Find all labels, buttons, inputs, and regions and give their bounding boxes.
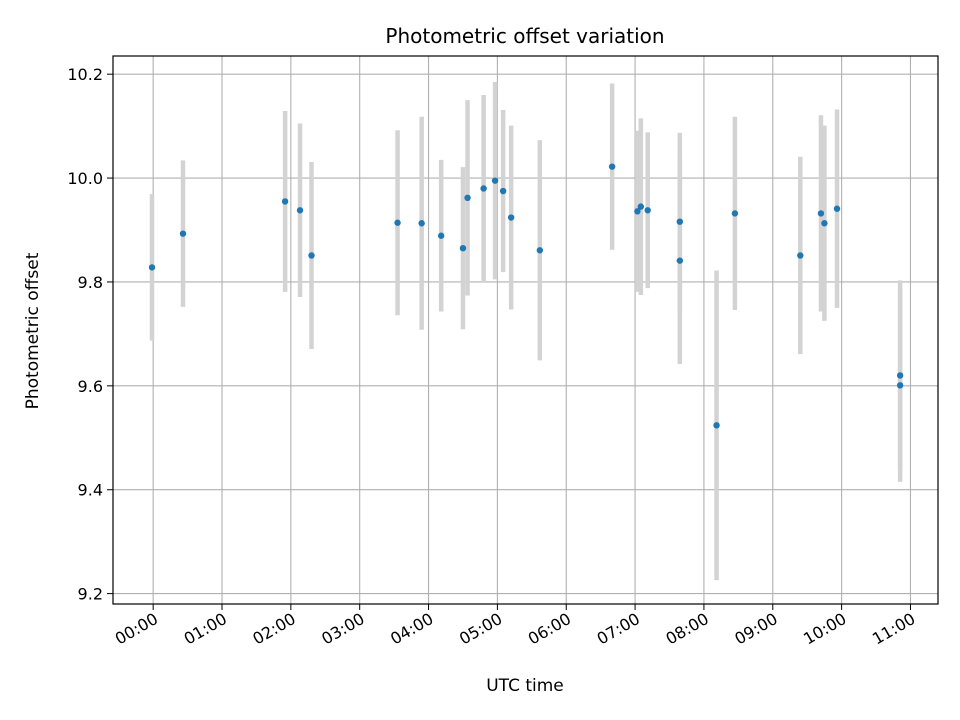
- data-point: [499, 187, 507, 195]
- data-point: [608, 163, 616, 170]
- y-tick-label: 10.2: [67, 65, 103, 84]
- data-point: [731, 210, 739, 217]
- data-point: [437, 232, 445, 239]
- plot-frame: [112, 55, 939, 605]
- data-point: [308, 252, 315, 259]
- data-point: [797, 252, 804, 259]
- data-point: [713, 422, 720, 429]
- data-point: [418, 220, 425, 227]
- data-point: [821, 220, 828, 227]
- data-point: [464, 194, 471, 202]
- data-point: [148, 264, 156, 271]
- y-tick-label: 9.4: [78, 481, 103, 500]
- y-tick-label: 9.6: [78, 377, 103, 396]
- data-point: [817, 210, 825, 217]
- data-point: [179, 230, 187, 237]
- data-point: [491, 177, 499, 184]
- data-point: [644, 207, 651, 214]
- data-point: [896, 382, 904, 389]
- data-point: [833, 205, 841, 212]
- data-point: [480, 185, 487, 192]
- data-point: [536, 247, 544, 254]
- grid-lines: [113, 56, 938, 604]
- data-point: [896, 372, 904, 379]
- y-tick-label: 10.0: [67, 169, 103, 188]
- data-points: [148, 163, 904, 429]
- y-tick-label: 9.8: [78, 273, 103, 292]
- y-axis-label: Photometric offset: [23, 252, 43, 409]
- data-point: [634, 208, 641, 215]
- y-axis-ticks: 9.2 9.4 9.6 9.8 10.0 10.2: [67, 65, 113, 604]
- data-point: [296, 207, 304, 214]
- data-point: [637, 203, 645, 210]
- chart-title: Photometric offset variation: [385, 24, 664, 48]
- data-point: [459, 244, 467, 252]
- data-point: [507, 214, 515, 221]
- x-axis-label: UTC time: [486, 676, 564, 696]
- data-point: [281, 198, 289, 205]
- data-point: [676, 218, 684, 225]
- data-point: [394, 219, 401, 226]
- data-point: [676, 257, 684, 264]
- y-tick-label: 9.2: [78, 585, 103, 604]
